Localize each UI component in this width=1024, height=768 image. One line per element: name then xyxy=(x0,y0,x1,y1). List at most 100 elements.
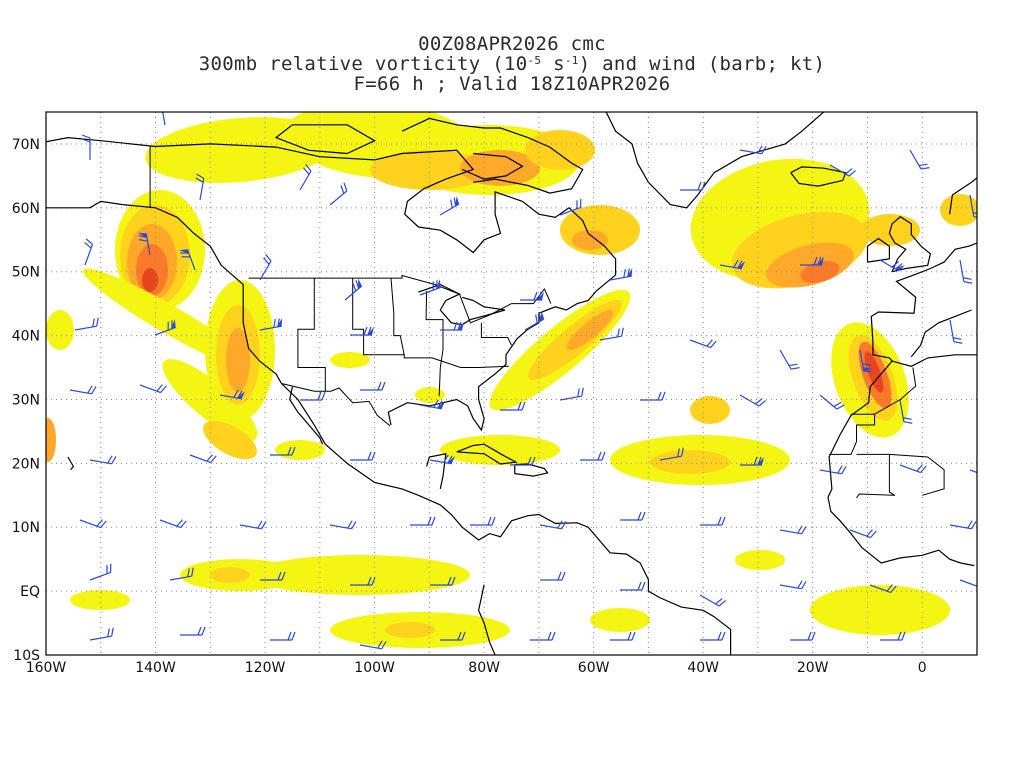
wind-barb xyxy=(180,626,206,636)
vorticity-contour xyxy=(415,387,445,403)
political-boundary xyxy=(889,453,945,496)
political-boundary xyxy=(480,322,512,346)
vorticity-contour xyxy=(864,351,884,393)
vorticity-contour xyxy=(810,585,950,635)
wind-barb xyxy=(300,391,326,401)
wind-barb xyxy=(350,326,374,336)
latitude-label: 70N xyxy=(12,137,40,153)
wind-barb xyxy=(259,253,272,281)
graticule xyxy=(46,112,977,655)
wind-barb xyxy=(659,447,684,461)
wind-barb xyxy=(270,631,296,641)
wind-barb xyxy=(470,516,496,526)
wind-barb xyxy=(84,238,94,266)
title-line-2-text: 300mb relative vorticity (10 xyxy=(198,53,528,75)
wind-barb xyxy=(139,384,167,394)
coastline xyxy=(289,386,324,445)
latitude-label: EQ xyxy=(20,584,40,600)
coastline xyxy=(949,177,977,215)
wind-barb xyxy=(849,529,877,539)
coastline xyxy=(827,242,977,567)
coastline xyxy=(888,216,932,273)
political-boundary xyxy=(874,367,917,415)
wind-barb xyxy=(239,520,267,530)
coastline xyxy=(456,443,518,465)
vorticity-contour xyxy=(440,435,560,465)
wind-barb xyxy=(739,394,767,407)
latitude-label: 40N xyxy=(12,329,40,345)
wind-barb xyxy=(540,571,566,581)
wind-barb xyxy=(89,455,117,465)
wind-barb xyxy=(539,520,567,530)
longitude-label: 40W xyxy=(687,660,719,676)
coastline xyxy=(866,237,890,263)
vorticity-contour xyxy=(566,309,614,351)
vorticity-contour xyxy=(46,310,74,350)
title-line-2-unit: s xyxy=(541,53,565,75)
wind-barb xyxy=(719,259,746,270)
wind-barb xyxy=(559,198,582,216)
political-boundary xyxy=(248,274,552,324)
wind-barb xyxy=(350,576,376,586)
vorticity-contour xyxy=(275,440,325,460)
wind-barb xyxy=(89,563,112,581)
latitude-labels: 70N 60N 50N 40N 30N 20N 10N EQ 10S xyxy=(12,137,40,664)
coastlines xyxy=(46,112,977,655)
vorticity-contour xyxy=(330,352,370,368)
title-line-3: F=66 h ; Valid 18Z10APR2026 xyxy=(353,73,671,95)
plot-frame xyxy=(45,111,978,656)
vorticity-contour xyxy=(203,420,257,460)
vorticity-contour xyxy=(940,194,977,226)
vorticity-contour xyxy=(70,590,130,610)
wind-barb xyxy=(899,399,913,424)
wind-barb xyxy=(880,631,906,641)
wind-barb xyxy=(700,631,726,641)
vorticity-shading xyxy=(46,112,977,648)
wind-barb xyxy=(790,631,816,641)
wind-barb xyxy=(800,256,824,266)
vorticity-contour xyxy=(590,608,650,632)
vorticity-contour xyxy=(162,359,258,441)
coastline xyxy=(891,354,977,367)
wind-barb xyxy=(620,581,646,591)
longitude-label: 160W xyxy=(26,660,67,676)
wind-barb xyxy=(909,149,930,170)
wind-barb xyxy=(81,134,91,160)
coastline xyxy=(46,136,617,432)
wind-barb xyxy=(69,385,97,395)
latitude-label: 50N xyxy=(12,265,40,281)
wind-barb xyxy=(79,519,107,529)
longitude-label: 80W xyxy=(468,660,500,676)
vorticity-contour xyxy=(370,150,490,190)
wind-barb xyxy=(160,112,166,126)
wind-barb xyxy=(640,391,666,401)
vorticity-contour xyxy=(572,230,608,250)
coastline xyxy=(489,513,732,655)
wind-barb xyxy=(440,631,466,641)
longitude-labels: 160W 140W 120W 100W 80W 60W 40W 20W 0 xyxy=(26,660,927,676)
title-line-2: 300mb relative vorticity (10-5 s-1) and … xyxy=(0,54,1024,74)
vorticity-contour xyxy=(46,418,56,462)
wind-barb xyxy=(195,173,205,201)
wind-barb xyxy=(700,516,726,526)
title-line-1: 00Z08APR2026 cmc xyxy=(418,33,606,55)
longitude-label: 100W xyxy=(354,660,395,676)
wind-barb xyxy=(779,525,807,535)
wind-barb xyxy=(159,519,187,529)
vorticity-contour xyxy=(385,622,435,638)
wind-barb xyxy=(829,164,857,177)
chart-title: 00Z08APR2026 cmc 300mb relative vorticit… xyxy=(0,34,1024,94)
wind-barb xyxy=(344,278,363,301)
coastline xyxy=(401,117,584,194)
wind-barb xyxy=(419,279,441,296)
wind-barb xyxy=(739,145,767,155)
political-boundary xyxy=(390,278,405,355)
title-exponent-1: -5 xyxy=(527,54,542,67)
wind-barb xyxy=(359,640,387,650)
wind-barb xyxy=(360,381,386,391)
wind-barb xyxy=(699,594,727,607)
wind-barb xyxy=(899,464,927,474)
wind-barb xyxy=(599,327,624,341)
wind-barb xyxy=(520,291,544,301)
